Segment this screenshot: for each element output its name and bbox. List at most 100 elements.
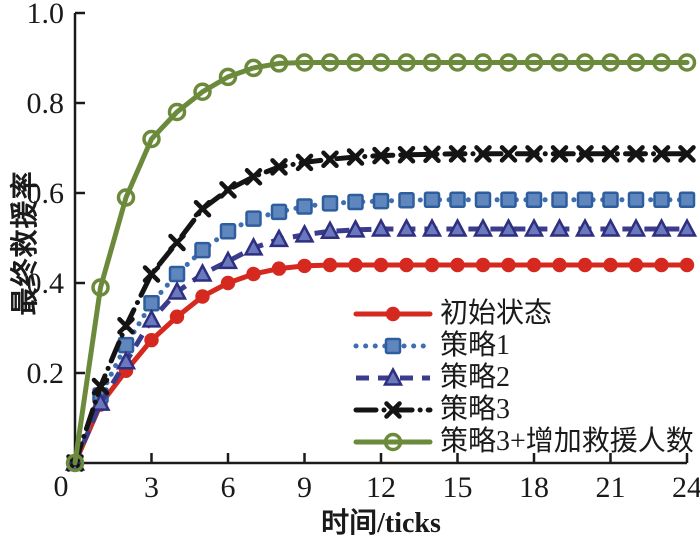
x-marker	[117, 317, 135, 335]
circle-marker	[628, 257, 644, 273]
x-marker	[244, 168, 263, 186]
circle-marker	[271, 261, 287, 276]
open-circle-marker	[422, 53, 442, 72]
square-marker	[143, 295, 160, 312]
triangle-marker	[625, 217, 647, 237]
circle-marker	[526, 257, 542, 273]
circle-marker	[475, 257, 491, 273]
x-marker	[270, 158, 288, 176]
circle-marker	[297, 258, 312, 274]
square-marker	[678, 191, 696, 208]
triangle-marker	[192, 262, 213, 282]
square-marker	[194, 241, 211, 259]
circle-marker	[220, 275, 236, 291]
legend-sample	[353, 306, 433, 322]
x-axis-title: 时间/ticks	[321, 508, 441, 536]
open-circle-marker	[550, 53, 569, 72]
triangle-marker	[217, 250, 239, 270]
open-circle-marker	[320, 53, 340, 72]
open-circle-marker	[524, 53, 544, 72]
y-tick-label: 0.4	[27, 267, 65, 300]
x-marker	[601, 145, 620, 163]
line-strategy-3-plus	[72, 60, 690, 466]
open-circle-marker	[295, 53, 314, 72]
triangle-marker	[243, 236, 264, 256]
square-marker	[627, 191, 645, 208]
circle-marker	[450, 257, 465, 273]
x-marker	[627, 145, 645, 163]
circle-marker	[348, 257, 363, 273]
square-marker	[347, 193, 364, 211]
open-circle-marker	[269, 54, 289, 73]
triangle-marker	[523, 217, 545, 237]
square-marker	[449, 191, 466, 208]
circle-marker	[195, 289, 210, 304]
square-marker	[384, 337, 402, 355]
open-circle-marker	[448, 53, 467, 72]
triangle-marker	[472, 217, 494, 237]
x-marker	[193, 200, 212, 218]
circle-marker	[552, 257, 567, 273]
circle-marker	[246, 266, 261, 282]
y-axis-title: 最终救援率	[10, 170, 41, 316]
x-marker	[499, 145, 518, 163]
legend-sample	[353, 401, 433, 419]
x-tick-label: 6	[221, 471, 236, 504]
open-circle-marker	[65, 453, 85, 473]
square-marker	[525, 191, 543, 208]
x-marker	[346, 148, 365, 166]
markers-strategy-3	[66, 145, 696, 472]
circle-marker	[603, 257, 618, 273]
square-marker	[270, 203, 288, 221]
triangle-marker	[498, 217, 519, 237]
square-marker	[551, 191, 568, 208]
triangle-marker	[268, 228, 290, 248]
triangle-marker	[370, 217, 392, 237]
circle-marker	[501, 257, 516, 273]
x-marker	[678, 145, 696, 163]
square-marker	[168, 265, 186, 283]
triangle-marker	[115, 350, 137, 370]
circle-marker	[322, 257, 338, 273]
square-marker	[296, 198, 313, 215]
circle-marker	[654, 257, 669, 273]
x-tick-label: 24	[672, 471, 700, 504]
square-marker	[219, 223, 237, 240]
x-tick-label: 9	[297, 471, 312, 504]
x-marker	[525, 145, 543, 163]
square-marker	[117, 336, 135, 354]
y-tick-label: 0.8	[27, 87, 65, 120]
open-circle-marker	[652, 53, 671, 72]
legend-item: 策略3	[352, 394, 694, 426]
legend-label: 策略3	[440, 394, 511, 425]
x-tick-label: 21	[596, 471, 626, 504]
legend-item: 初始状态	[352, 298, 694, 330]
legend-sample	[353, 432, 433, 452]
open-circle-marker	[371, 53, 391, 72]
y-tick-label: 1.0	[27, 0, 65, 30]
x-marker	[219, 181, 237, 199]
triangle-marker	[345, 218, 366, 238]
x-marker	[448, 145, 467, 163]
circle-marker	[373, 257, 389, 273]
legend-item: 策略3+增加救援人数	[352, 426, 694, 458]
square-marker	[474, 191, 492, 208]
x-marker	[652, 145, 671, 163]
legend-label: 策略1	[440, 330, 511, 361]
open-circle-marker	[601, 53, 620, 72]
x-marker	[372, 146, 390, 165]
open-circle-marker	[244, 58, 263, 78]
open-circle-marker	[397, 53, 416, 72]
triangle-marker	[676, 217, 698, 237]
x-marker	[474, 145, 492, 163]
origin-tick-label: 0	[54, 470, 69, 503]
x-tick-label: 3	[144, 471, 159, 504]
square-marker	[423, 191, 441, 208]
triangle-marker	[294, 223, 315, 243]
x-marker	[168, 233, 186, 252]
legend-item: 策略2	[352, 362, 694, 394]
open-circle-marker	[193, 82, 212, 101]
open-circle-marker	[575, 53, 595, 72]
open-circle-marker	[677, 53, 697, 72]
